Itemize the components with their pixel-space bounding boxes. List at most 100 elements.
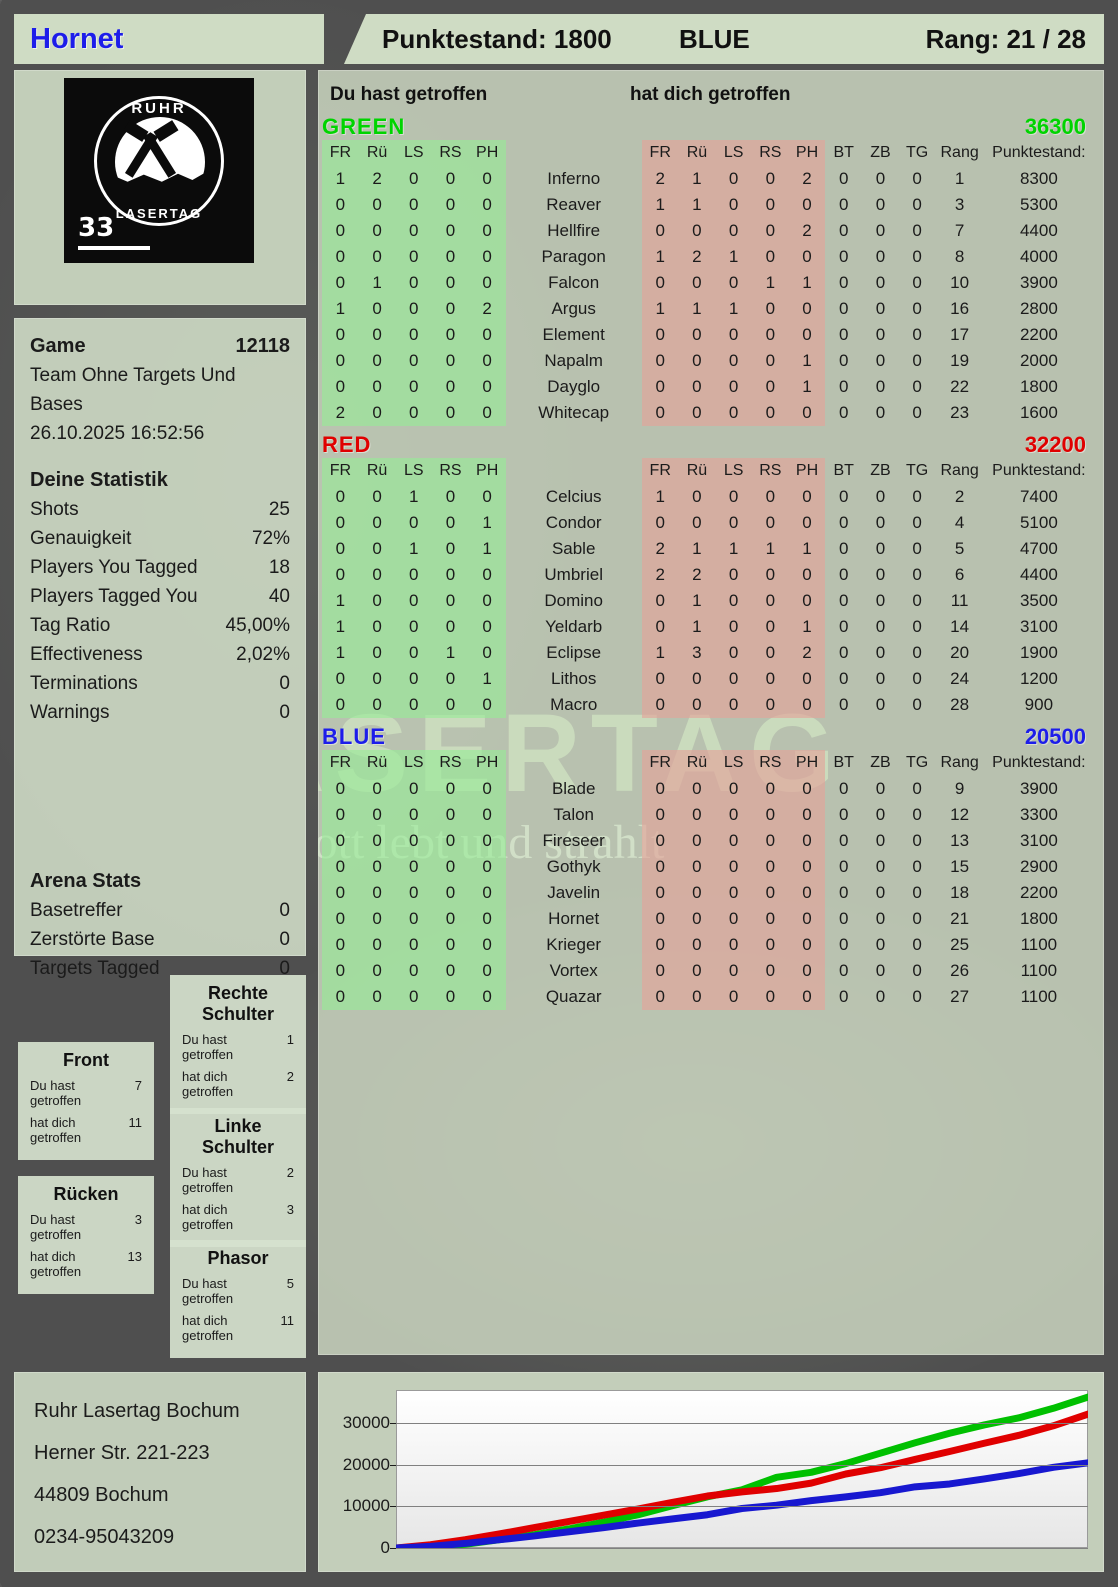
table-row[interactable]: 0 0 0 0 0 Hellfire 0 0 0 0 2 0 0 0 7 4400 <box>322 218 1094 244</box>
personal-stat-value: 2,02% <box>236 644 290 665</box>
table-row[interactable]: 0 0 0 0 0 Hornet 0 0 0 0 0 0 0 0 21 1800 <box>322 906 1094 932</box>
table-row[interactable]: 0 0 0 0 1 Condor 0 0 0 0 0 0 0 0 4 5100 <box>322 510 1094 536</box>
table-row[interactable]: 0 0 0 0 0 Paragon 1 2 1 0 0 0 0 0 8 4000 <box>322 244 1094 270</box>
table-row[interactable]: 0 0 1 0 1 Sable 2 1 1 1 1 0 0 0 5 4700 <box>322 536 1094 562</box>
cell-got: 1 <box>788 614 826 640</box>
table-row[interactable]: 0 0 0 0 0 Krieger 0 0 0 0 0 0 0 0 25 1100 <box>322 932 1094 958</box>
cell-got: 0 <box>788 692 826 718</box>
table-row[interactable]: 1 0 0 1 0 Eclipse 1 3 0 0 2 0 0 0 20 1900 <box>322 640 1094 666</box>
table-row[interactable]: 0 0 0 0 0 Quazar 0 0 0 0 0 0 0 0 27 1100 <box>322 984 1094 1010</box>
col-header-got-PH: PH <box>788 750 826 776</box>
cell-misc: 0 <box>912 857 922 876</box>
cell-misc: 0 <box>838 617 849 636</box>
cell-got: 0 <box>715 880 752 906</box>
cell-hit: 0 <box>358 880 396 906</box>
cell-misc: 0 <box>875 221 886 240</box>
cell-hit: 0 <box>358 802 396 828</box>
cell-points: 5100 <box>1019 513 1058 532</box>
col-header-points: Punktestand: <box>992 754 1086 771</box>
cell-misc: 0 <box>838 247 849 266</box>
cell-got: 0 <box>788 854 826 880</box>
cell-hit: 0 <box>432 614 469 640</box>
cell-hit: 0 <box>395 192 433 218</box>
table-row[interactable]: 0 0 0 0 0 Fireseer 0 0 0 0 0 0 0 0 13 3100 <box>322 828 1094 854</box>
col-header-got-LS: LS <box>715 458 752 484</box>
cell-hit: 0 <box>432 984 469 1010</box>
cell-misc: 0 <box>838 169 849 188</box>
personal-stat-value: 25 <box>268 499 290 520</box>
table-row[interactable]: 0 0 0 0 0 Javelin 0 0 0 0 0 0 0 0 18 2200 <box>322 880 1094 906</box>
table-row[interactable]: 0 0 0 0 0 Umbriel 2 2 0 0 0 0 0 0 6 4400 <box>322 562 1094 588</box>
cell-misc: 0 <box>912 299 922 318</box>
table-row[interactable]: 0 0 0 0 0 Vortex 0 0 0 0 0 0 0 0 26 1100 <box>322 958 1094 984</box>
table-header-row: FR Rü LS RS PH FR Rü LS RS PH BT ZB TG Rang Punktestan… <box>322 750 1094 776</box>
cell-hit: 0 <box>395 296 433 322</box>
cell-rang: 28 <box>950 695 970 714</box>
cell-rang: 17 <box>950 325 970 344</box>
table-row[interactable]: 0 0 0 0 1 Lithos 0 0 0 0 0 0 0 0 24 1200 <box>322 666 1094 692</box>
cell-got: 0 <box>715 984 752 1010</box>
cell-points: 1100 <box>1020 987 1058 1006</box>
table-row[interactable]: 1 0 0 0 0 Yeldarb 0 1 0 0 1 0 0 0 14 3100 <box>322 614 1094 640</box>
cell-got: 1 <box>788 270 826 296</box>
table-row[interactable]: 0 0 0 0 0 Blade 0 0 0 0 0 0 0 0 9 3900 <box>322 776 1094 802</box>
cell-got: 0 <box>751 854 789 880</box>
table-row[interactable]: 0 0 0 0 0 Macro 0 0 0 0 0 0 0 0 28 900 <box>322 692 1094 718</box>
game-datetime: 26.10.2025 16:52:56 <box>30 423 205 444</box>
cell-hit: 0 <box>358 400 396 426</box>
cell-player-name: Hornet <box>548 909 600 928</box>
cell-misc: 0 <box>912 909 922 928</box>
col-header-rang: Rang <box>940 462 979 479</box>
table-row[interactable]: 0 0 0 0 0 Element 0 0 0 0 0 0 0 0 17 2200 <box>322 322 1094 348</box>
cell-points: 4400 <box>1019 565 1058 584</box>
cell-got: 0 <box>678 802 716 828</box>
cell-got: 1 <box>678 192 716 218</box>
table-row[interactable]: 0 0 0 0 0 Gothyk 0 0 0 0 0 0 0 0 15 2900 <box>322 854 1094 880</box>
table-header-row: FR Rü LS RS PH FR Rü LS RS PH BT ZB TG Rang Punktestan… <box>322 458 1094 484</box>
team-block-green: GREEN 36300 FR Rü LS RS PH FR Rü LS RS PH BT ZB TG Rang… <box>322 114 1092 426</box>
cell-rang: 11 <box>950 591 969 610</box>
cell-got: 0 <box>641 348 679 374</box>
table-row[interactable]: 0 0 0 0 0 Dayglo 0 0 0 0 1 0 0 0 22 1800 <box>322 374 1094 400</box>
cell-got: 0 <box>751 218 789 244</box>
team-table: FR Rü LS RS PH FR Rü LS RS PH BT ZB TG Rang Punktestan… <box>322 140 1094 426</box>
cell-misc: 0 <box>838 909 849 928</box>
cell-misc: 0 <box>912 195 922 214</box>
cell-misc: 0 <box>912 987 922 1006</box>
table-row[interactable]: 1 0 0 0 2 Argus 1 1 1 0 0 0 0 0 16 2800 <box>322 296 1094 322</box>
cell-got: 0 <box>715 510 752 536</box>
table-row[interactable]: 1 2 0 0 0 Inferno 2 1 0 0 2 0 0 0 1 8300 <box>322 166 1094 192</box>
player-name-box: Hornet <box>14 14 324 64</box>
cell-hit: 0 <box>468 880 506 906</box>
cell-misc: 0 <box>912 805 922 824</box>
cell-points: 2800 <box>1019 299 1058 318</box>
table-row[interactable]: 0 0 0 0 0 Napalm 0 0 0 0 1 0 0 0 19 2000 <box>322 348 1094 374</box>
cell-hit: 0 <box>468 322 506 348</box>
cell-hit: 0 <box>395 854 433 880</box>
table-row[interactable]: 0 0 1 0 0 Celcius 1 0 0 0 0 0 0 0 2 7400 <box>322 484 1094 510</box>
cell-hit: 0 <box>468 692 506 718</box>
cell-got: 0 <box>751 374 789 400</box>
personal-stat-label: Warnings <box>30 702 110 723</box>
cell-hit: 0 <box>468 958 506 984</box>
table-row[interactable]: 1 0 0 0 0 Domino 0 1 0 0 0 0 0 0 11 3500 <box>322 588 1094 614</box>
logo-number: 33 <box>78 213 115 243</box>
cell-hit: 0 <box>322 348 359 374</box>
cell-hit: 0 <box>358 244 396 270</box>
personal-stat-label: Players Tagged You <box>30 586 198 607</box>
cell-got: 0 <box>751 166 789 192</box>
chart-line-green <box>396 1397 1088 1548</box>
team-name: GREEN <box>322 114 406 139</box>
table-row[interactable]: 0 0 0 0 0 Talon 0 0 0 0 0 0 0 0 12 3300 <box>322 802 1094 828</box>
cell-misc: 0 <box>838 643 849 662</box>
cell-misc: 0 <box>875 909 886 928</box>
cell-misc: 0 <box>912 351 922 370</box>
table-row[interactable]: 2 0 0 0 0 Whitecap 0 0 0 0 0 0 0 0 23 1600 <box>322 400 1094 426</box>
cell-hit: 0 <box>395 348 433 374</box>
cell-hit: 0 <box>468 192 506 218</box>
cell-rang: 9 <box>954 779 965 798</box>
table-row[interactable]: 0 0 0 0 0 Reaver 1 1 0 0 0 0 0 0 3 5300 <box>322 192 1094 218</box>
table-row[interactable]: 0 1 0 0 0 Falcon 0 0 0 1 1 0 0 0 10 3900 <box>322 270 1094 296</box>
cell-misc: 0 <box>912 935 922 954</box>
cell-got: 0 <box>788 296 826 322</box>
